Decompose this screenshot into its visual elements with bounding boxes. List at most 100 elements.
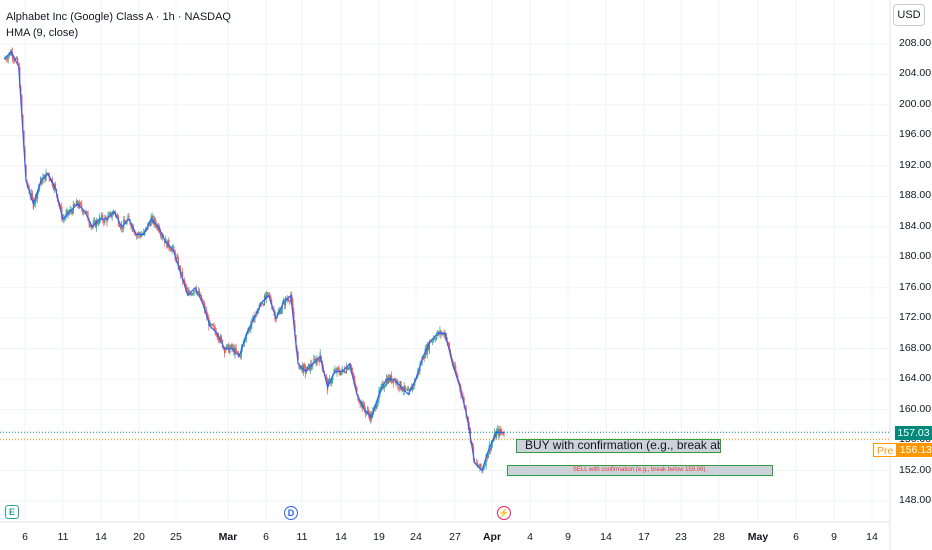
x-tick-label: 17 <box>638 531 650 543</box>
candle-body <box>152 216 154 224</box>
symbol-title[interactable]: Alphabet Inc (Google) Class A · 1h · NAS… <box>6 11 231 23</box>
pre-market-label: Pre 156.13 <box>873 443 932 457</box>
candle-body <box>343 369 345 373</box>
candle-body <box>169 247 171 250</box>
candle-body <box>423 356 425 359</box>
pre-market-value: 156.13 <box>897 443 932 457</box>
candle-body <box>479 463 481 468</box>
buy-annotation-box[interactable]: BUY with confirmation (e.g., break above <box>516 439 721 453</box>
candle-body <box>13 59 16 61</box>
candle-body <box>52 185 54 189</box>
candle-body <box>84 212 86 214</box>
candle-body <box>226 345 228 350</box>
candle-body <box>76 200 79 205</box>
candle-body <box>264 295 267 299</box>
candle-body <box>345 366 348 373</box>
x-tick-label: 19 <box>373 531 385 543</box>
candle-body <box>75 200 78 206</box>
candle-body <box>393 380 395 384</box>
candle-body <box>430 341 433 342</box>
candle-body <box>282 299 285 303</box>
sell-annotation-box[interactable]: SELL with confirmation (e.g., break belo… <box>507 465 773 476</box>
candle-body <box>125 222 127 225</box>
candle-body <box>230 344 232 348</box>
candle-body <box>82 209 84 214</box>
candle-body <box>482 469 484 471</box>
candle-body <box>139 234 142 237</box>
candle-body <box>310 363 312 371</box>
x-tick-label: 14 <box>335 531 347 543</box>
candle-body <box>484 465 486 467</box>
candle-body <box>476 462 478 464</box>
candle-body <box>424 348 426 359</box>
candle-body <box>199 294 202 297</box>
earnings-icon[interactable]: E <box>5 505 19 519</box>
candle-body <box>329 379 331 381</box>
candle-body <box>173 249 175 252</box>
candle-body <box>401 386 403 392</box>
candle-body <box>503 434 505 436</box>
candle-body <box>275 319 277 321</box>
candle-body <box>211 324 213 325</box>
candle-body <box>35 195 38 199</box>
candle-body <box>12 57 15 60</box>
candle-body <box>150 217 152 226</box>
candle-body <box>400 381 402 390</box>
x-tick-label: 6 <box>22 531 28 543</box>
candle-body <box>280 309 282 314</box>
candle-body <box>200 294 203 301</box>
candle-body <box>339 372 341 375</box>
candle-body <box>83 212 85 214</box>
candle-body <box>366 410 369 412</box>
candle-body <box>409 387 412 390</box>
candle-body <box>97 223 100 225</box>
candle-body <box>359 402 361 405</box>
candle-body <box>89 223 91 227</box>
candle-body <box>201 300 204 302</box>
candle-body <box>186 288 188 290</box>
candle-body <box>170 249 172 252</box>
x-tick-label: Apr <box>482 531 502 543</box>
indicator-label[interactable]: HMA (9, close) <box>6 27 79 39</box>
candle-body <box>375 405 377 409</box>
currency-button[interactable]: USD <box>893 4 925 26</box>
candle-body <box>425 348 427 355</box>
candle-body <box>225 348 227 350</box>
candle-body <box>69 209 71 213</box>
y-tick-label: 168.00 <box>899 341 932 354</box>
candle-body <box>184 279 186 284</box>
candle-body <box>64 217 66 219</box>
candle-body <box>33 203 36 205</box>
y-tick-label: 160.00 <box>899 402 932 415</box>
candle-body <box>46 172 48 175</box>
candle-body <box>81 204 83 210</box>
candle-body <box>45 172 47 181</box>
candle-body <box>185 283 187 289</box>
candle-body <box>16 58 18 59</box>
last-price-label: 157.03 <box>895 426 932 440</box>
candle-body <box>106 218 108 223</box>
candle-body <box>38 188 40 192</box>
candle-body <box>30 193 32 197</box>
candle-body <box>235 347 237 352</box>
x-tick-label: 24 <box>410 531 422 543</box>
candle-body <box>471 442 474 448</box>
candle-body <box>249 327 251 330</box>
candle-body <box>138 232 141 235</box>
candle-body <box>356 388 358 392</box>
candle-body <box>299 365 301 369</box>
candle-body <box>244 338 247 340</box>
candle-body <box>268 292 270 294</box>
candle-body <box>440 330 442 335</box>
candle-body <box>431 340 434 342</box>
dividend-icon[interactable]: D <box>284 506 298 520</box>
candle-body <box>197 291 199 292</box>
candle-body <box>252 316 254 319</box>
candle-body <box>292 301 294 313</box>
split-icon[interactable]: ⚡ <box>497 506 511 520</box>
candle-body <box>180 271 183 273</box>
x-tick-label: 25 <box>170 531 182 543</box>
candle-body <box>103 220 105 223</box>
candle-body <box>434 338 436 340</box>
